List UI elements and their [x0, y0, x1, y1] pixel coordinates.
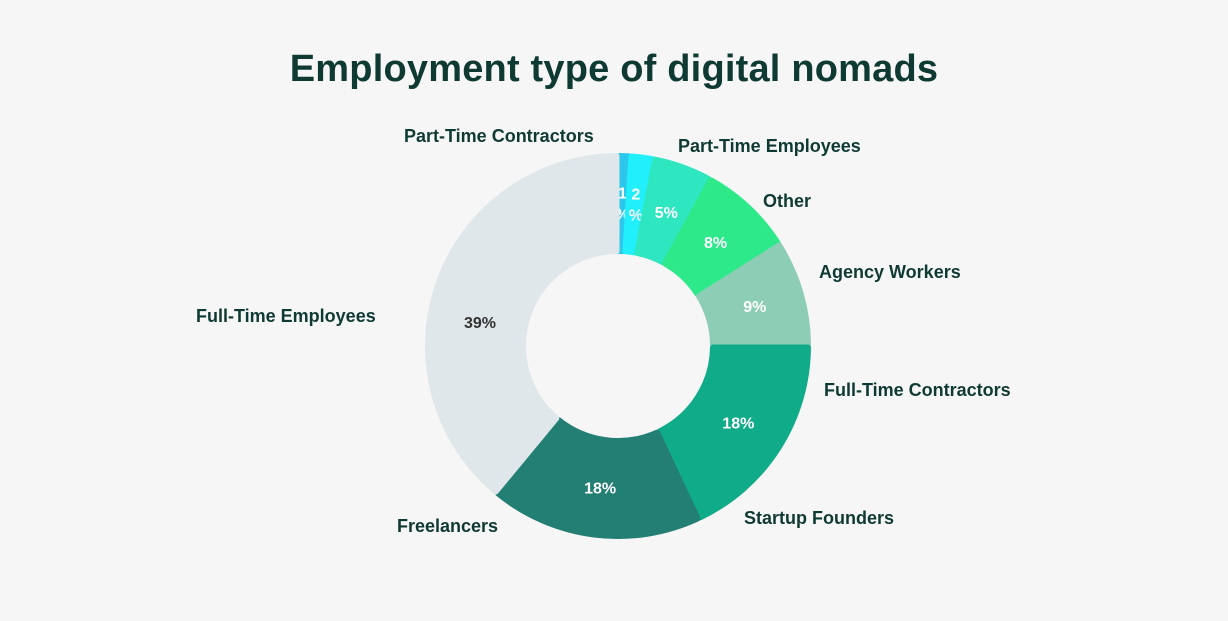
segment-full-time-contractors — [696, 242, 811, 348]
label-agency-workers: Agency Workers — [819, 262, 961, 282]
value-label: 39% — [464, 315, 496, 332]
segment-freelancers — [495, 417, 701, 539]
label-part-time-contractors: Part-Time Contractors — [404, 126, 594, 146]
label-freelancers: Freelancers — [397, 516, 499, 536]
label-other: Other — [763, 191, 812, 211]
segment-other — [634, 156, 712, 266]
value-label: 18% — [584, 480, 616, 497]
label-full-time-contractors: Full-Time Contractors — [824, 380, 1011, 400]
segment-part-time-contractors — [616, 153, 632, 255]
donut-segments: 1 %2% 5%8%9%18%18%39% — [425, 153, 811, 539]
value-label: 9% — [743, 299, 766, 316]
value-label: 5% — [655, 205, 678, 222]
segment-startup-founders — [656, 344, 811, 521]
value-label: 18% — [722, 415, 754, 432]
chart-title: Employment type of digital nomads — [289, 48, 939, 90]
label-part-time-employees: Part-Time Employees — [678, 136, 861, 156]
label-full-time-employees: Full-Time Employees — [196, 306, 376, 326]
value-label: 8% — [704, 235, 727, 252]
segment-full-time-employees — [425, 153, 620, 495]
value-label: 2% — [629, 187, 643, 225]
label-startup-founders: Startup Founders — [744, 508, 895, 528]
segment-agency-workers — [662, 177, 781, 297]
